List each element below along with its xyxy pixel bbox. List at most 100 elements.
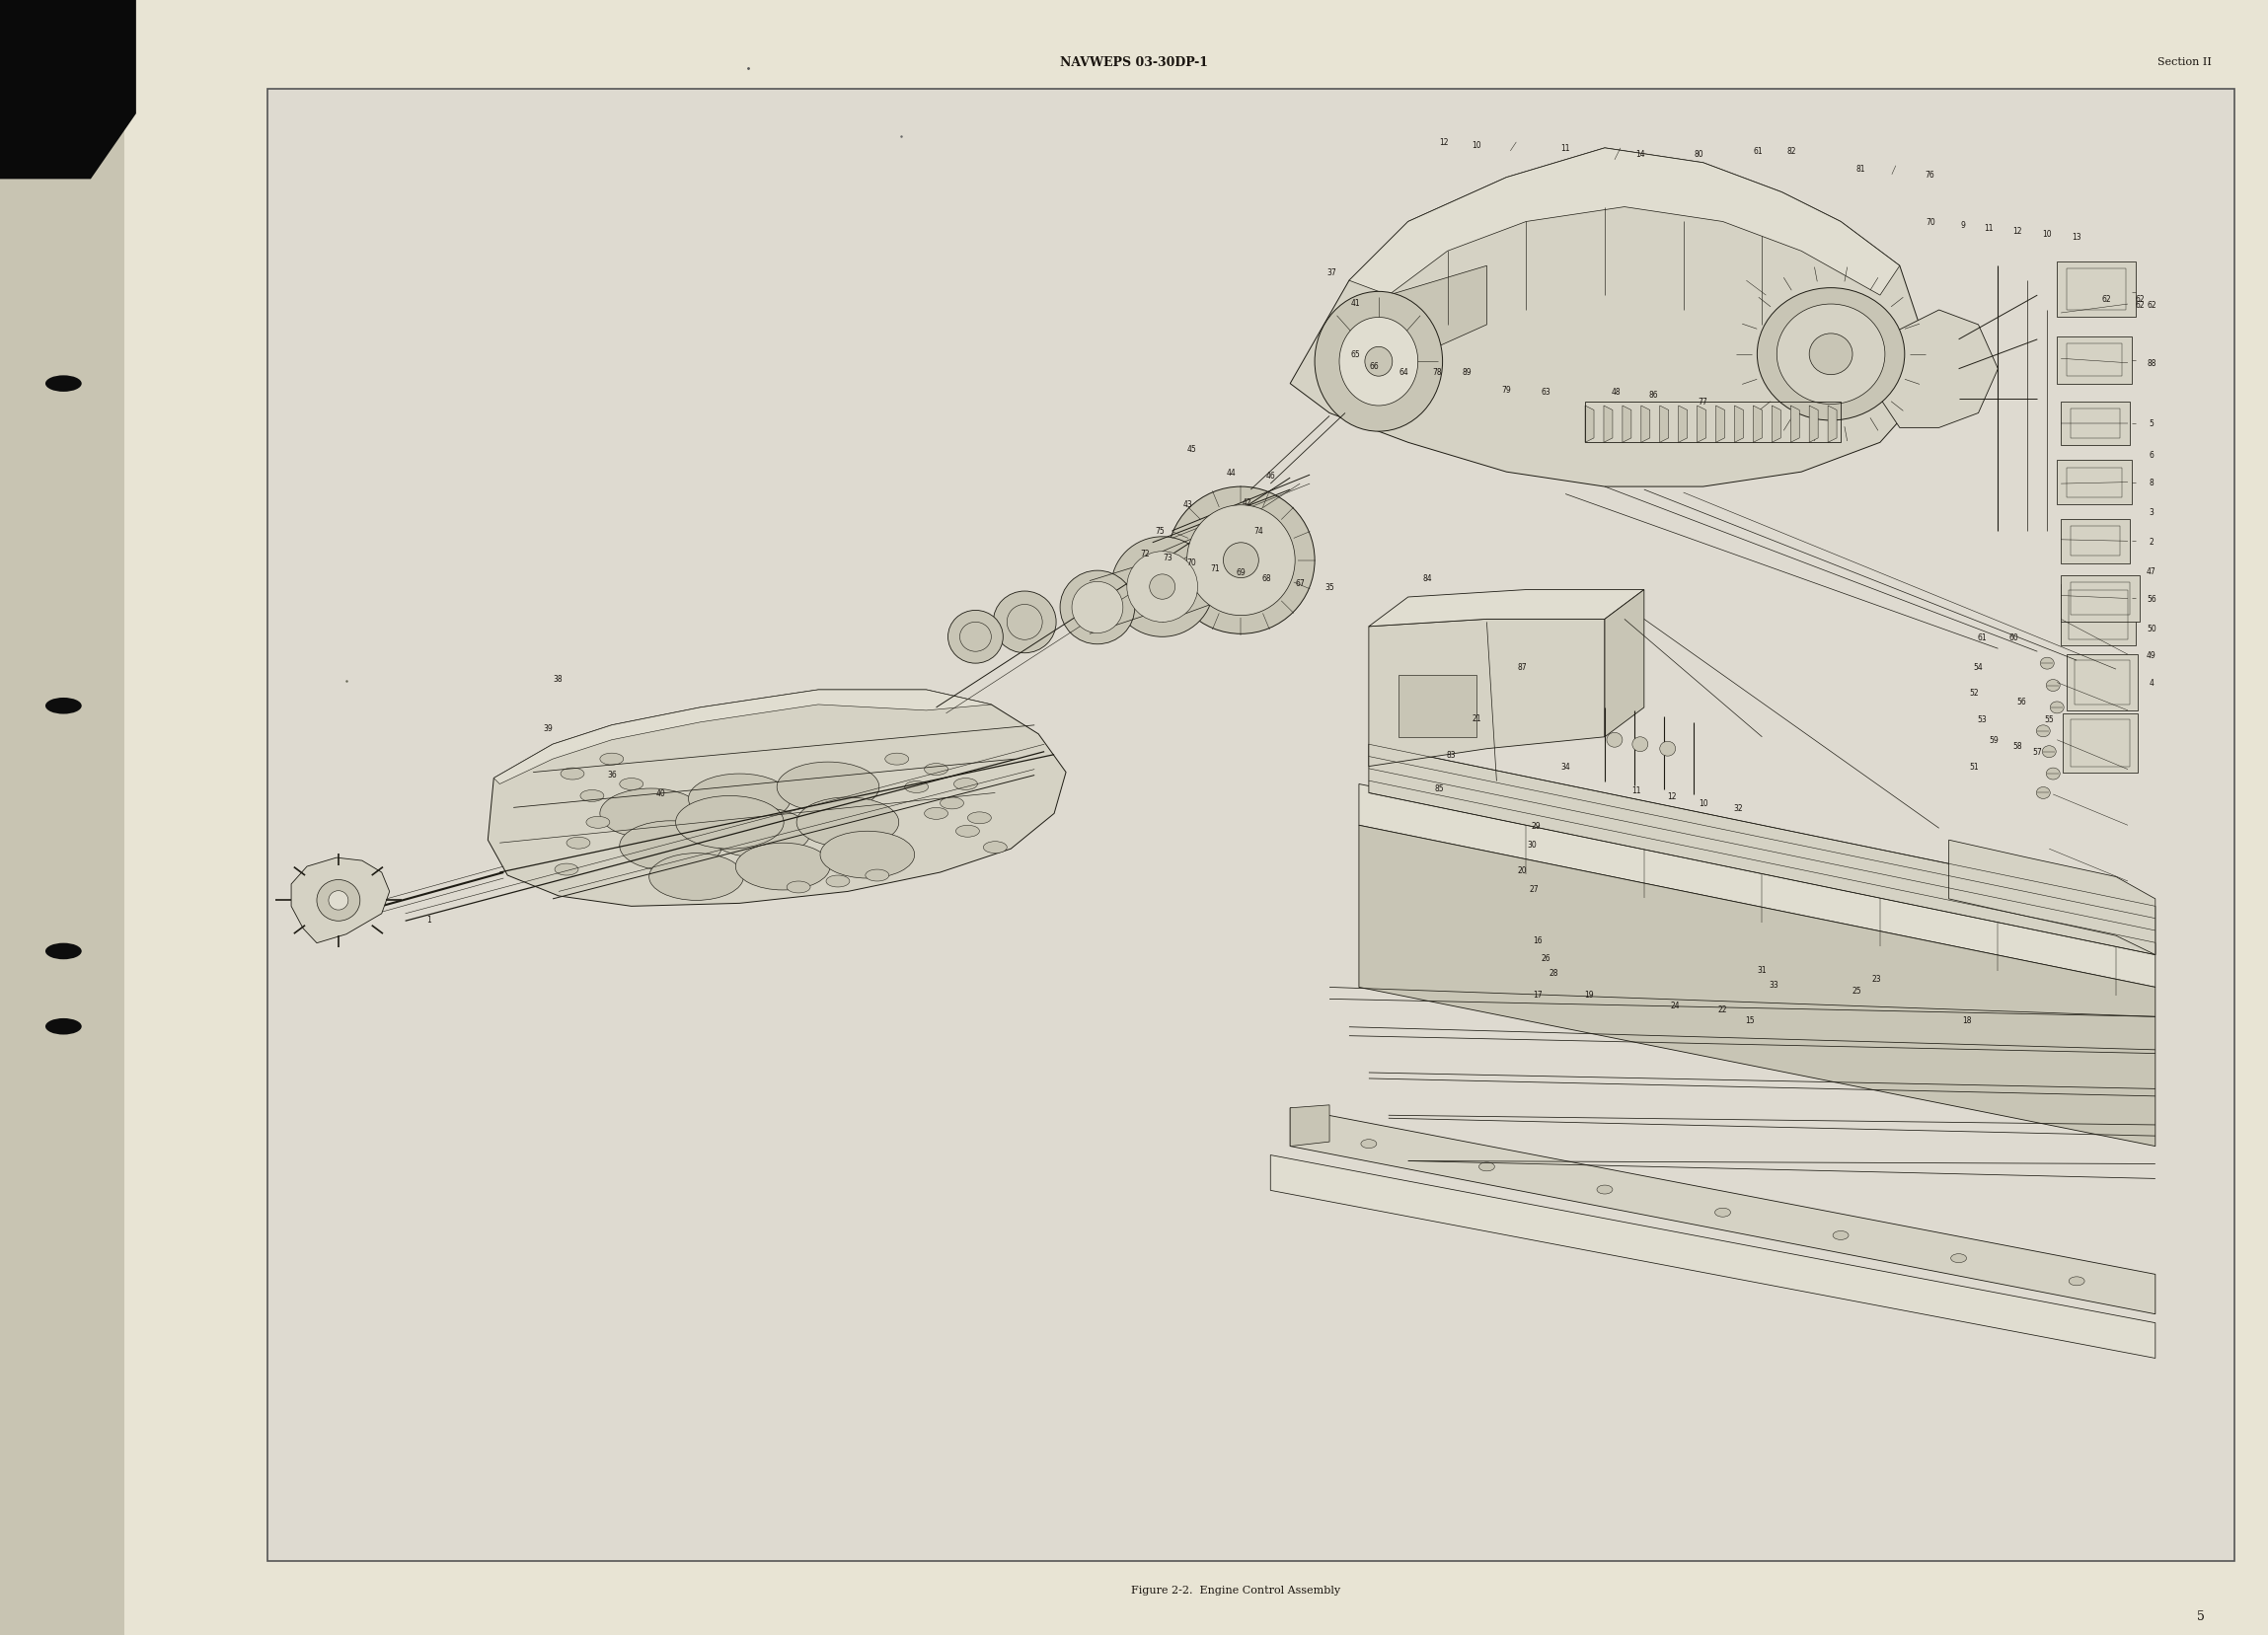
Text: 41: 41: [1349, 299, 1361, 307]
Text: 11: 11: [1631, 786, 1640, 795]
Bar: [2057, 337, 2132, 384]
Text: 19: 19: [1585, 991, 1594, 999]
Ellipse shape: [955, 826, 980, 837]
Bar: [2066, 345, 2123, 378]
Bar: [2066, 468, 2123, 497]
Ellipse shape: [556, 863, 578, 876]
Text: 48: 48: [1613, 387, 1622, 396]
Text: 1: 1: [426, 916, 431, 924]
Polygon shape: [1606, 590, 1644, 737]
Text: 75: 75: [1154, 526, 1166, 536]
Bar: [2062, 584, 2136, 646]
Ellipse shape: [1073, 582, 1123, 634]
Text: 86: 86: [1649, 391, 1658, 399]
Text: 62: 62: [2102, 294, 2112, 304]
Polygon shape: [1290, 1105, 1329, 1146]
Text: 47: 47: [2146, 567, 2157, 576]
Ellipse shape: [1776, 304, 1885, 405]
Text: 60: 60: [2009, 633, 2019, 643]
Ellipse shape: [925, 764, 948, 775]
Polygon shape: [1789, 407, 1799, 443]
Text: 38: 38: [553, 674, 562, 683]
Ellipse shape: [1715, 1208, 1730, 1216]
Text: 66: 66: [1370, 361, 1379, 371]
Ellipse shape: [984, 842, 1007, 853]
Text: 89: 89: [1463, 368, 1472, 378]
Text: 39: 39: [542, 724, 553, 732]
Ellipse shape: [45, 943, 82, 960]
Text: 14: 14: [1635, 150, 1644, 159]
Bar: [2066, 656, 2139, 711]
Ellipse shape: [1150, 576, 1175, 600]
Ellipse shape: [1361, 1140, 1377, 1148]
Polygon shape: [488, 690, 1066, 907]
Text: 43: 43: [1184, 500, 1193, 510]
Ellipse shape: [885, 754, 909, 765]
Ellipse shape: [1833, 1231, 1848, 1239]
Text: 30: 30: [1526, 840, 1538, 849]
Ellipse shape: [1315, 293, 1442, 432]
Text: 68: 68: [1261, 574, 1272, 584]
Polygon shape: [290, 858, 390, 943]
Text: 11: 11: [1560, 144, 1569, 154]
Text: 73: 73: [1163, 553, 1173, 562]
Polygon shape: [1660, 407, 1669, 443]
Bar: [2057, 262, 2136, 317]
Ellipse shape: [1168, 487, 1315, 634]
Polygon shape: [1678, 407, 1687, 443]
Polygon shape: [1880, 311, 1998, 428]
Bar: [2075, 661, 2130, 705]
Ellipse shape: [1810, 334, 1853, 376]
Text: 31: 31: [1758, 965, 1767, 974]
Polygon shape: [1270, 1156, 2155, 1359]
Ellipse shape: [1597, 1185, 1613, 1194]
Ellipse shape: [1365, 348, 1393, 378]
Ellipse shape: [1660, 742, 1676, 757]
Text: Section II: Section II: [2157, 57, 2211, 67]
Text: 57: 57: [2032, 747, 2041, 757]
Ellipse shape: [1127, 553, 1198, 623]
Text: 29: 29: [1531, 821, 1540, 831]
Text: 85: 85: [1436, 785, 1445, 793]
Ellipse shape: [778, 762, 880, 813]
Text: 55: 55: [2043, 714, 2055, 724]
Text: 20: 20: [1517, 865, 1526, 875]
Text: 44: 44: [1227, 468, 1236, 477]
Text: 49: 49: [2146, 651, 2157, 659]
Polygon shape: [1359, 785, 2155, 988]
Text: 10: 10: [2043, 229, 2053, 239]
Ellipse shape: [1111, 538, 1213, 638]
Polygon shape: [1771, 407, 1780, 443]
Bar: [2057, 461, 2132, 505]
Text: 5: 5: [2150, 420, 2155, 428]
Text: NAVWEPS 03-30DP-1: NAVWEPS 03-30DP-1: [1059, 56, 1209, 69]
Text: 12: 12: [1438, 139, 1449, 147]
Polygon shape: [494, 690, 991, 785]
Text: 78: 78: [1433, 368, 1442, 378]
Ellipse shape: [2046, 680, 2059, 692]
Bar: [268, 90, 2234, 1561]
Polygon shape: [0, 0, 136, 180]
Ellipse shape: [601, 754, 624, 765]
Ellipse shape: [1479, 1162, 1495, 1171]
Text: 11: 11: [1984, 224, 1994, 232]
Text: 18: 18: [1962, 1015, 1971, 1025]
Text: 17: 17: [1533, 991, 1542, 999]
Ellipse shape: [1340, 317, 1418, 407]
Text: 32: 32: [1733, 803, 1744, 813]
Text: 28: 28: [1549, 968, 1558, 978]
Polygon shape: [1753, 407, 1762, 443]
Polygon shape: [1810, 407, 1819, 443]
Text: 42: 42: [1243, 497, 1252, 507]
Polygon shape: [1735, 407, 1744, 443]
Text: 10: 10: [1472, 141, 1481, 150]
Bar: [2068, 590, 2127, 641]
Text: 59: 59: [1989, 736, 1998, 746]
Text: 15: 15: [1746, 1015, 1755, 1025]
Text: 22: 22: [1719, 1006, 1728, 1014]
Bar: [2071, 582, 2130, 615]
Text: 12: 12: [1667, 791, 1676, 801]
Text: 82: 82: [1787, 147, 1796, 157]
Text: 3: 3: [2150, 508, 2155, 517]
Ellipse shape: [619, 778, 644, 790]
